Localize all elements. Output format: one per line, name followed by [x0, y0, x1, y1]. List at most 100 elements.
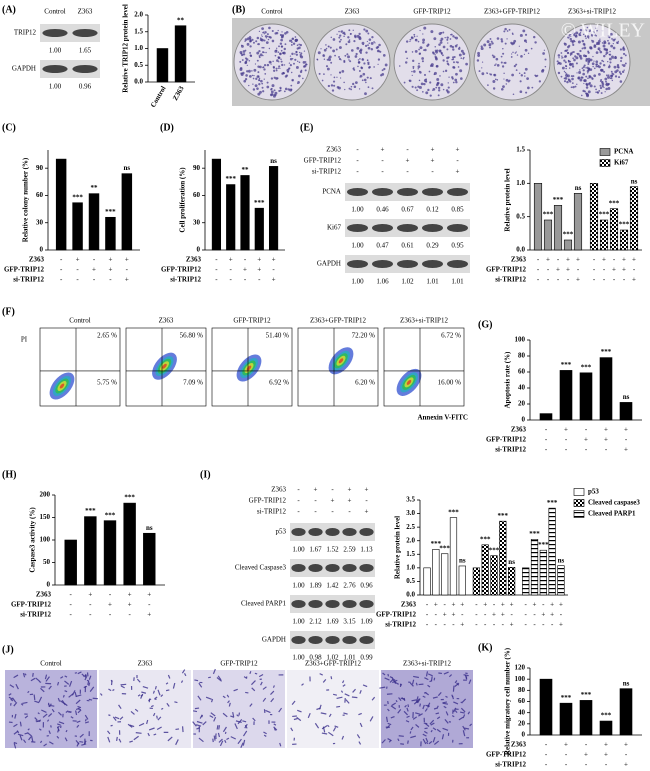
colony	[261, 27, 264, 30]
cell	[27, 690, 30, 694]
cell	[291, 700, 296, 706]
colony	[591, 77, 593, 79]
colony	[515, 51, 517, 53]
cell	[387, 722, 392, 726]
cell	[433, 707, 439, 710]
cell	[57, 697, 61, 702]
colony	[291, 52, 294, 56]
treatment-name: si-TRIP12	[385, 621, 416, 629]
colony	[512, 93, 515, 96]
cell	[217, 732, 221, 738]
treatment-sign: -	[493, 601, 496, 609]
quadrant-percent: 72.20 %	[352, 332, 376, 340]
colony	[581, 67, 584, 70]
treatment-sign: -	[605, 761, 608, 769]
cell	[136, 678, 141, 683]
bar	[557, 565, 565, 596]
colony	[619, 48, 623, 51]
treatment-sign: -	[545, 426, 548, 434]
colony	[343, 35, 345, 38]
treatment-sign: -	[381, 168, 384, 176]
colony	[357, 61, 361, 64]
cell	[296, 716, 302, 722]
cell	[242, 730, 248, 737]
treatment-name: GFP-TRIP12	[376, 611, 417, 619]
colony	[263, 51, 265, 54]
cell	[174, 701, 178, 704]
colony	[241, 54, 243, 57]
cell	[13, 701, 18, 707]
colony	[602, 63, 606, 67]
colony	[423, 78, 427, 82]
cell	[469, 723, 473, 727]
cell	[45, 676, 50, 682]
cell	[120, 683, 127, 686]
cell	[213, 735, 216, 741]
colony	[294, 53, 296, 55]
colony	[504, 42, 507, 45]
cell	[19, 734, 23, 741]
colony	[249, 38, 252, 40]
treatment-sign: +	[451, 611, 455, 619]
colony	[419, 71, 422, 74]
colony	[571, 51, 574, 54]
colony	[357, 59, 360, 61]
cell	[340, 690, 344, 693]
cell	[210, 698, 214, 703]
colony	[572, 75, 575, 78]
colony	[600, 92, 603, 95]
cell	[321, 725, 328, 730]
image-label: Z363	[138, 660, 153, 668]
colony	[263, 68, 266, 71]
treatment-sign: +	[456, 168, 460, 176]
colony	[253, 74, 255, 77]
cell	[27, 728, 30, 731]
treatment-sign: -	[230, 266, 233, 274]
colony	[413, 70, 416, 73]
colony	[416, 89, 419, 92]
colony	[298, 61, 301, 64]
colony	[252, 88, 256, 91]
significance-label: ***	[609, 199, 620, 207]
cell	[424, 677, 429, 681]
colony	[510, 41, 513, 45]
cell	[147, 732, 150, 737]
significance-label: ***	[124, 494, 135, 502]
colony	[338, 71, 342, 74]
colony	[503, 78, 505, 80]
band	[291, 528, 306, 536]
cell	[84, 676, 88, 681]
band-name: Ki67	[327, 224, 342, 232]
colony	[505, 83, 507, 85]
y-tick-label: 150	[40, 513, 51, 521]
cell	[48, 685, 52, 690]
cell	[273, 726, 278, 731]
colony	[609, 77, 612, 79]
colony	[598, 39, 601, 43]
colony	[598, 65, 601, 69]
cell	[453, 701, 459, 705]
colony	[569, 37, 572, 41]
colony	[492, 55, 496, 59]
colony	[259, 90, 262, 94]
bar	[589, 183, 599, 251]
bar	[423, 567, 431, 596]
treatment-sign: -	[525, 611, 528, 619]
colony	[595, 63, 598, 66]
colony	[560, 52, 563, 54]
band	[397, 188, 418, 196]
colony	[524, 33, 528, 36]
cell	[433, 740, 440, 745]
cell	[218, 738, 223, 743]
treatment-name: si-TRIP12	[257, 508, 287, 516]
cell	[263, 734, 267, 737]
cell	[427, 673, 433, 677]
colony	[579, 32, 582, 34]
cell	[270, 690, 275, 696]
cell	[369, 716, 374, 722]
cell	[356, 734, 361, 739]
colony	[348, 39, 351, 41]
colony	[261, 86, 264, 89]
colony	[489, 73, 491, 75]
colony	[442, 70, 445, 73]
